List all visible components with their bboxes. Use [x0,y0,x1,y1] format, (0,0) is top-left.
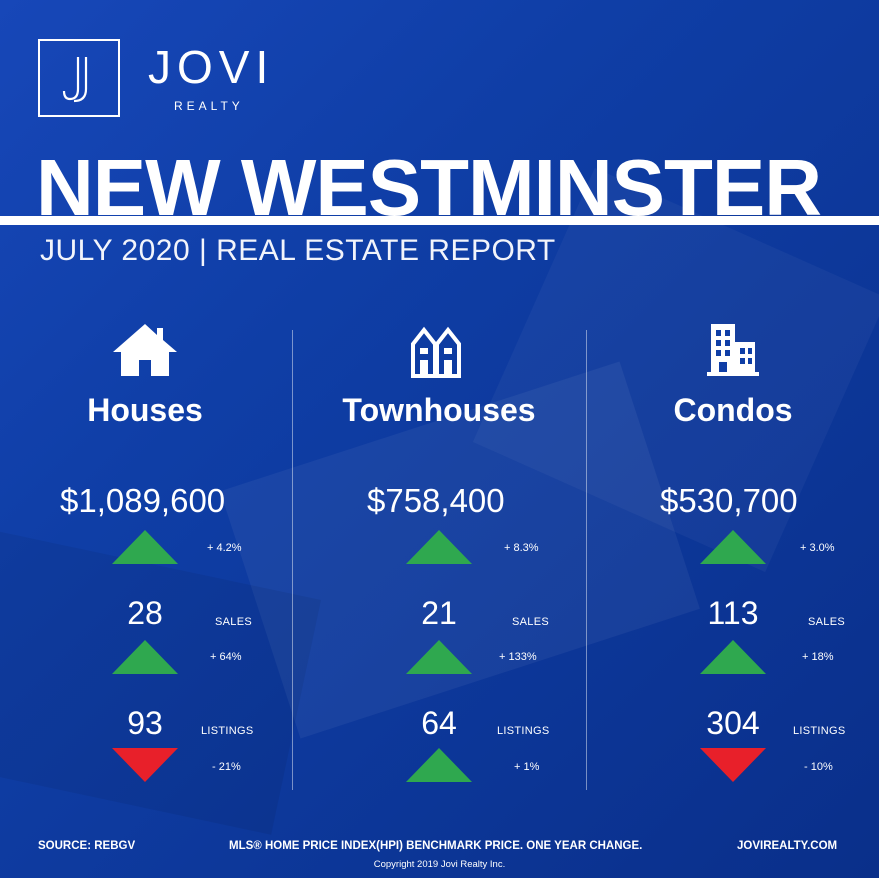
benchmark-price: $530,700 [660,482,798,519]
j-logo-icon [62,57,88,103]
brand-name: JOVI [148,41,275,93]
trend-up-icon [112,530,178,564]
sales-label: SALES [512,616,549,628]
trend-up-icon [406,748,472,782]
sales-count: 21 [421,595,457,631]
column-divider [292,330,293,790]
price-change: + 4.2% [207,542,242,554]
listings-count: 304 [706,705,760,741]
listings-label: LISTINGS [793,725,846,737]
listings-label: LISTINGS [201,725,254,737]
sales-change: + 64% [210,651,242,663]
sales-label: SALES [808,616,845,628]
copyright: Copyright 2019 Jovi Realty Inc. [373,859,506,870]
condo-building-icon [588,320,878,383]
trend-up-icon [406,530,472,564]
methodology-note: MLS® HOME PRICE INDEX(HPI) BENCHMARK PRI… [229,840,643,852]
column-title: Townhouses [342,392,536,428]
source-note: SOURCE: REBGV [38,840,136,852]
brand-subtitle: REALTY [174,99,244,113]
trend-up-icon [700,640,766,674]
sales-change: + 18% [802,651,834,663]
listings-change: - 21% [212,761,241,773]
listings-count: 93 [127,705,163,741]
listings-change: + 1% [514,761,540,773]
trend-down-icon [700,748,766,782]
houses-column: Houses $1,089,600 + 4.2% 28 SALES + 64% … [0,310,290,810]
price-change: + 8.3% [504,542,539,554]
report-subtitle: JULY 2020 | REAL ESTATE REPORT [40,234,556,267]
house-icon [0,320,290,383]
benchmark-price: $1,089,600 [60,482,226,519]
column-title: Houses [87,392,203,428]
sales-count: 28 [127,595,163,631]
benchmark-price: $758,400 [367,482,505,519]
column-title: Condos [673,392,793,428]
page-title: NEW WESTMINSTER [36,143,822,232]
condos-column: Condos $530,700 + 3.0% 113 SALES + 18% 3… [588,310,878,810]
trend-up-icon [406,640,472,674]
sales-label: SALES [215,616,252,628]
column-divider [586,330,587,790]
trend-up-icon [700,530,766,564]
website-link[interactable]: JOVIREALTY.COM [737,840,838,852]
trend-up-icon [112,640,178,674]
sales-count: 113 [707,595,759,631]
listings-change: - 10% [804,761,833,773]
price-change: + 3.0% [800,542,835,554]
listings-count: 64 [421,705,457,741]
trend-down-icon [112,748,178,782]
title-rule [0,216,879,225]
sales-change: + 133% [499,651,537,663]
logo-mark [38,39,120,117]
townhouses-column: Townhouses $758,400 + 8.3% 21 SALES + 13… [294,310,584,810]
townhouse-icon [294,320,584,383]
listings-label: LISTINGS [497,725,550,737]
